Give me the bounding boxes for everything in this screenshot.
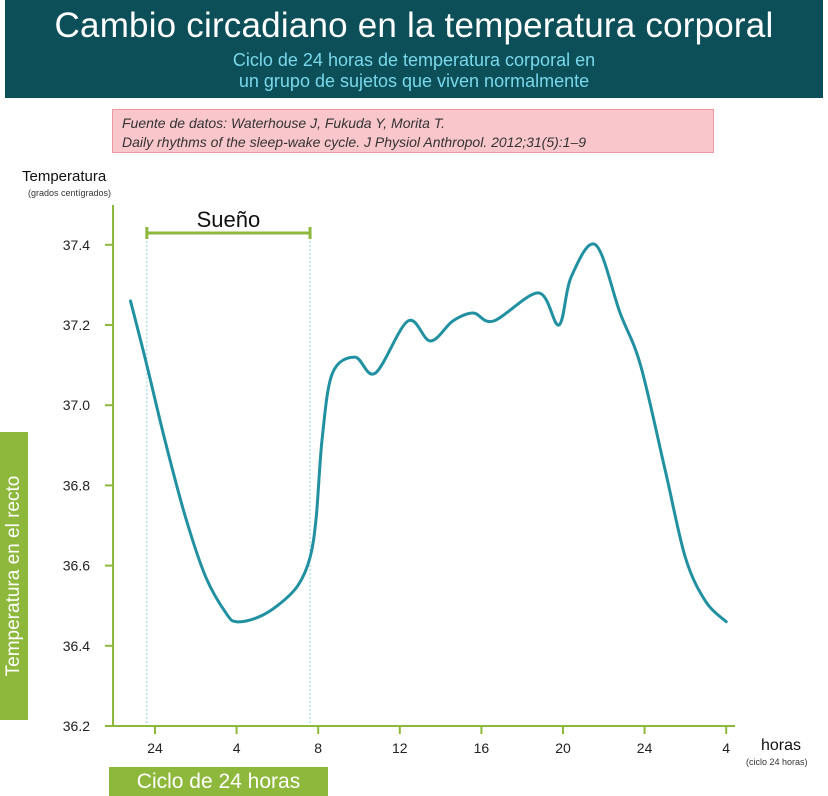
- y-tick-label: 36.4: [63, 638, 90, 654]
- y-axis-title: Temperatura: [22, 168, 107, 185]
- subtitle-line-2: un grupo de sujetos que viven normalment…: [238, 71, 590, 91]
- chart-series: [129, 242, 728, 624]
- chart-subtitle: Ciclo de 24 horas de temperatura corpora…: [5, 50, 823, 92]
- x-tick-label: 24: [637, 740, 653, 756]
- x-tick-label: 12: [392, 740, 408, 756]
- x-tick-label: 20: [555, 740, 571, 756]
- x-tick-label: 4: [233, 740, 241, 756]
- source-line-2: Daily rhythms of the sleep-wake cycle. J…: [122, 134, 587, 150]
- y-tick-label: 36.8: [63, 477, 90, 493]
- x-tick-label: 16: [474, 740, 490, 756]
- sleep-label: Sueño: [197, 207, 261, 232]
- subtitle-line-1: Ciclo de 24 horas de temperatura corpora…: [232, 50, 596, 70]
- x-axis-unit: horas: [761, 737, 802, 754]
- y-tick-label: 36.6: [63, 558, 90, 574]
- temperature-series-line: [129, 242, 728, 624]
- header-banner: Cambio circadiano en la temperatura corp…: [5, 0, 823, 98]
- y-tick-label: 37.0: [63, 397, 90, 413]
- chart-axes: [112, 205, 735, 727]
- chart-ticks: 36.2 36.4 36.6 36.8 37.0 37.2 37.4 24 4 8 12 16 20 24…: [63, 237, 731, 756]
- x-tick-label: 4: [722, 740, 730, 756]
- x-tick-label: 8: [314, 740, 322, 756]
- y-tick-label: 36.2: [63, 718, 90, 734]
- chart-title: Cambio circadiano en la temperatura corp…: [54, 6, 774, 45]
- source-line-1: Fuente de datos: Waterhouse J, Fukuda Y,…: [122, 115, 445, 131]
- y-tick-label: 37.4: [63, 237, 90, 253]
- x-tick-label: 24: [147, 740, 163, 756]
- y-axis-label-box: [0, 432, 28, 720]
- y-axis-unit: (grados centígrados): [28, 188, 112, 198]
- sleep-guides: [146, 233, 311, 726]
- y-tick-label: 37.2: [63, 317, 90, 333]
- data-source-note: Fuente de datos: Waterhouse J, Fukuda Y,…: [112, 109, 714, 153]
- x-axis-label: Ciclo de 24 horas: [109, 767, 328, 796]
- sleep-bracket: Sueño: [145, 207, 312, 239]
- x-axis-unit-sub: (ciclo 24 horas): [746, 757, 808, 767]
